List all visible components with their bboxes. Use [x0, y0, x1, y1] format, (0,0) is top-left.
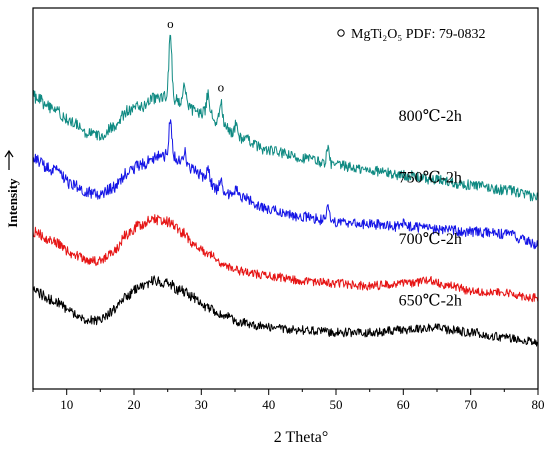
x-tick-label-3: 40 [262, 397, 275, 412]
y-axis-arrow [4, 149, 14, 170]
series-label-0: 800℃-2h [399, 108, 462, 125]
series-line-0 [32, 34, 539, 202]
series-labels: 800℃-2h 750℃-2h 700℃-2h 650℃-2h [399, 108, 462, 309]
x-tick-label-4: 50 [330, 397, 343, 412]
series-line-1 [32, 119, 539, 250]
y-axis-title: Intensity [5, 178, 20, 228]
series-label-3: 650℃-2h [399, 292, 462, 309]
series-line-2 [32, 214, 539, 303]
peak-marker-1: o [218, 79, 225, 94]
x-tick-label-0: 10 [60, 397, 73, 412]
x-tick-label-5: 60 [397, 397, 410, 412]
legend-text: MgTi₂O₅ PDF: 79-0832 [351, 27, 486, 42]
series-line-3 [32, 275, 538, 347]
legend: MgTi₂O₅ PDF: 79-0832 [337, 27, 486, 42]
peak-marker-0: o [167, 16, 174, 31]
legend-circle-marker [337, 29, 345, 37]
series-layer [32, 34, 539, 347]
plot-frame [32, 7, 539, 390]
series-label-1: 750℃-2h [399, 170, 462, 187]
peak-markers: oo [167, 16, 224, 94]
x-tick-label-1: 20 [128, 397, 141, 412]
x-axis-ticks: 10 20 30 40 50 60 70 80 [32, 389, 545, 412]
series-label-2: 700℃-2h [399, 231, 462, 248]
x-tick-label-6: 70 [464, 397, 477, 412]
x-tick-label-2: 30 [195, 397, 208, 412]
x-axis-title: 2 Theta° [274, 429, 329, 446]
x-tick-label-7: 80 [532, 397, 545, 412]
